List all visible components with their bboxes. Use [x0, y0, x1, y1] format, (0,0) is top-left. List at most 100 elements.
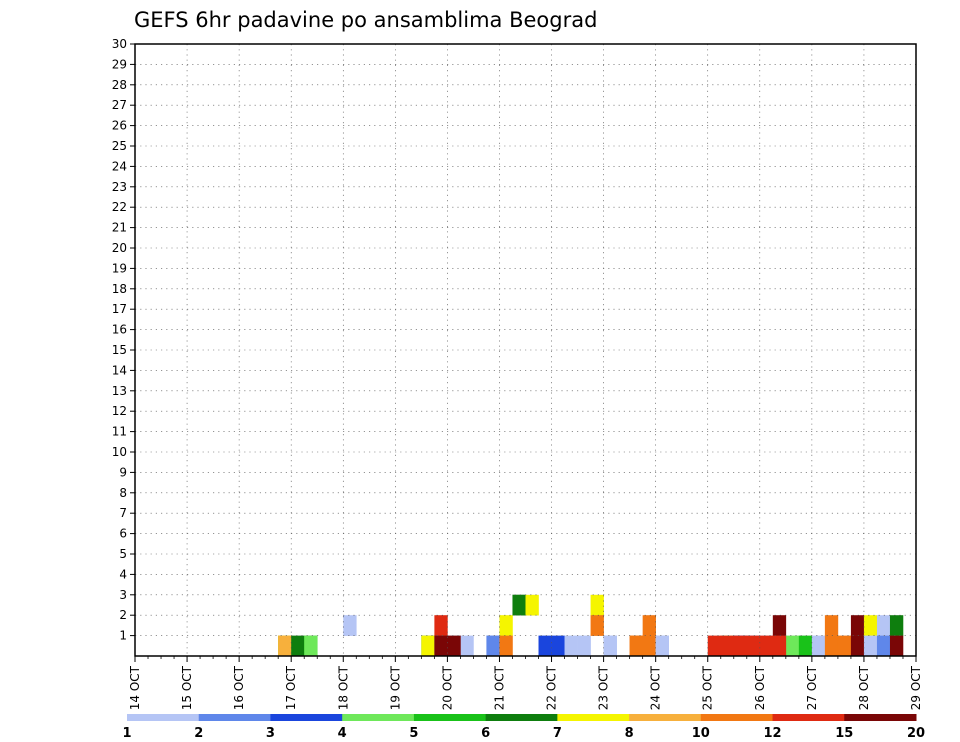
colorbar-swatch — [485, 714, 558, 721]
x-tick-label: 19 OCT — [388, 665, 402, 710]
heatmap-cell — [824, 635, 839, 657]
heatmap-cell — [759, 635, 774, 657]
colorbar-label: 4 — [338, 726, 347, 741]
heatmap-cell — [655, 635, 669, 657]
heatmap-cell — [642, 615, 656, 636]
heatmap-cell — [564, 635, 578, 657]
y-tick-label: 7 — [119, 506, 127, 520]
colorbar-label: 2 — [194, 726, 203, 741]
heatmap-cell — [434, 615, 448, 636]
y-tick-label: 29 — [112, 57, 127, 71]
x-tick-label: 16 OCT — [232, 665, 246, 710]
colorbar-label: 10 — [692, 726, 710, 741]
heatmap-cell — [486, 635, 500, 657]
y-tick-label: 6 — [119, 527, 127, 541]
x-tick-label: 29 OCT — [909, 665, 923, 710]
colorbar-swatch — [270, 714, 343, 721]
colorbar-label: 5 — [409, 726, 418, 741]
y-tick-label: 24 — [112, 159, 127, 173]
y-tick-label: 12 — [112, 404, 127, 418]
colorbar-swatch — [844, 714, 917, 721]
y-tick-label: 28 — [112, 78, 127, 92]
heatmap-cell — [291, 635, 305, 657]
colorbar-swatch — [629, 714, 702, 721]
y-tick-label: 25 — [112, 139, 127, 153]
x-tick-label: 26 OCT — [753, 665, 767, 710]
heatmap-cell — [824, 615, 839, 636]
y-tick-label: 16 — [112, 323, 127, 337]
grid-lines — [135, 44, 917, 656]
y-tick-label: 26 — [112, 119, 127, 133]
y-tick-label: 13 — [112, 384, 127, 398]
heatmap-cell — [642, 635, 656, 657]
y-tick-label: 23 — [112, 180, 127, 194]
y-tick-label: 19 — [112, 261, 127, 275]
x-tick-label: 25 OCT — [701, 665, 715, 710]
heatmap-cell — [837, 635, 852, 657]
colorbar-swatch — [127, 714, 200, 721]
y-tick-label: 30 — [112, 37, 127, 51]
colorbar-label: 6 — [481, 726, 490, 741]
heatmap-cell — [772, 635, 787, 657]
colorbar-swatch — [772, 714, 845, 721]
y-axis-ticks: 1234567891011121314151617181920212223242… — [112, 37, 135, 643]
y-tick-label: 1 — [119, 629, 127, 643]
heatmap-cell — [772, 615, 787, 636]
y-tick-label: 20 — [112, 241, 127, 255]
heatmap-cell — [707, 635, 722, 657]
heatmap-cell — [278, 635, 292, 657]
colorbar-swatch — [342, 714, 415, 721]
x-axis-ticks: 14 OCT 15 OCT 16 OCT 17 OCT 18 OCT 19 OCT 20 O… — [128, 656, 923, 710]
heatmap-cell — [512, 594, 526, 616]
chart-title: GEFS 6hr padavine po ansamblima Beograd — [134, 8, 597, 32]
heatmap-cells — [278, 594, 904, 657]
colorbar-legend: 1 2 3 4 5 6 7 8 10 12 15 20 — [122, 714, 925, 741]
heatmap-cell — [876, 615, 891, 636]
x-tick-label: 17 OCT — [284, 665, 298, 710]
y-tick-label: 3 — [119, 588, 127, 602]
y-tick-label: 8 — [119, 486, 127, 500]
heatmap-cell — [304, 635, 318, 657]
heatmap-cell — [551, 635, 565, 657]
heatmap-cell — [850, 635, 865, 657]
colorbar-label: 7 — [553, 726, 562, 741]
heatmap-cell — [876, 635, 891, 657]
x-tick-label: 18 OCT — [336, 665, 350, 710]
heatmap-cell — [889, 615, 904, 636]
y-tick-label: 10 — [112, 445, 127, 459]
colorbar-label: 20 — [907, 726, 925, 741]
x-tick-label: 23 OCT — [597, 665, 611, 710]
heatmap-cell — [603, 635, 617, 657]
colorbar-label: 12 — [763, 726, 781, 741]
heatmap-cell — [863, 615, 878, 636]
x-tick-label: 27 OCT — [805, 665, 819, 710]
colorbar-label: 1 — [122, 726, 131, 741]
x-tick-label: 24 OCT — [649, 665, 663, 710]
y-tick-label: 15 — [112, 343, 127, 357]
colorbar-label: 15 — [835, 726, 853, 741]
y-tick-label: 2 — [119, 608, 127, 622]
heatmap-cell — [889, 635, 904, 657]
y-tick-label: 4 — [119, 567, 127, 581]
heatmap-cell — [460, 635, 474, 657]
colorbar-swatch — [700, 714, 774, 721]
y-tick-label: 18 — [112, 282, 127, 296]
x-tick-label: 28 OCT — [857, 665, 871, 710]
colorbar-swatch — [198, 714, 271, 721]
heatmap-cell — [850, 615, 865, 636]
x-tick-label: 15 OCT — [180, 665, 194, 710]
heatmap-cell — [733, 635, 748, 657]
colorbar-label: 8 — [625, 726, 634, 741]
y-tick-label: 11 — [112, 425, 127, 439]
heatmap-cell — [499, 635, 513, 657]
y-tick-label: 17 — [112, 302, 127, 316]
heatmap-cell — [629, 635, 643, 657]
heatmap-cell — [499, 615, 513, 636]
y-tick-label: 14 — [112, 363, 127, 377]
y-tick-label: 9 — [119, 465, 127, 479]
colorbar-swatch — [557, 714, 630, 721]
heatmap-cell — [421, 635, 435, 657]
heatmap-cell — [863, 635, 878, 657]
heatmap-cell — [343, 615, 357, 636]
